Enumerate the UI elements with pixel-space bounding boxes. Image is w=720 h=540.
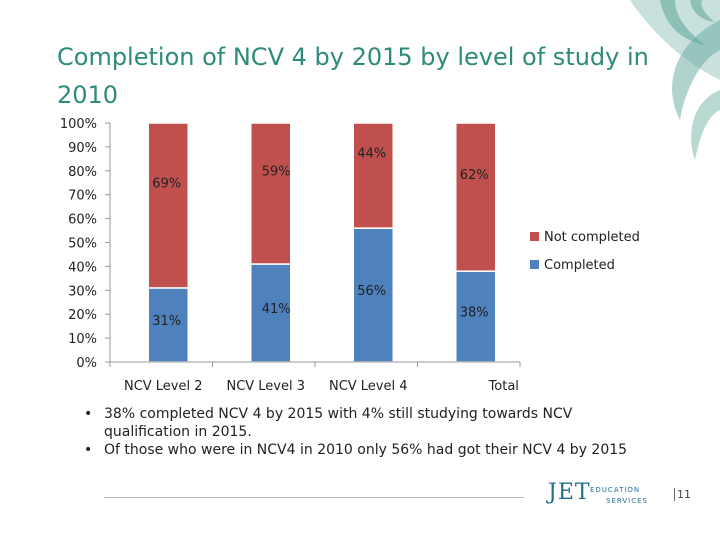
data-label: 44% xyxy=(357,147,386,162)
x-tick-label: Total xyxy=(488,379,519,394)
legend-label: Not completed xyxy=(544,230,640,245)
y-tick-label: 80% xyxy=(68,165,97,180)
data-label: 59% xyxy=(262,165,291,180)
page-number: 11 xyxy=(674,488,691,501)
data-label: 31% xyxy=(152,314,181,329)
y-tick-label: 20% xyxy=(68,308,97,323)
bar-completed xyxy=(147,287,189,363)
y-tick-label: 0% xyxy=(76,356,97,371)
y-tick-label: 70% xyxy=(68,189,97,204)
y-tick-label: 40% xyxy=(68,260,97,275)
logo-line1-text: EDUCATION xyxy=(590,486,641,494)
bullet-item: • 38% completed NCV 4 by 2015 with 4% st… xyxy=(84,405,644,441)
bar-not-completed xyxy=(455,122,497,272)
bar-not-completed xyxy=(147,122,189,289)
y-tick-label: 90% xyxy=(68,141,97,156)
decorative-swirl-graphic xyxy=(630,0,720,160)
bar-not-completed xyxy=(352,122,394,229)
bullet-text: Of those who were in NCV4 in 2010 only 5… xyxy=(104,442,628,458)
slide-title: Completion of NCV 4 by 2015 by level of … xyxy=(57,43,649,109)
legend-swatch xyxy=(530,232,539,241)
bar-not-completed xyxy=(250,122,292,265)
stacked-bar-chart: 0% 10% 20% 30% 40% 50% 60% 70% 80% 90% 100% 31% 69%… xyxy=(60,117,640,394)
data-labels: 31% 69% 41% 59% 56% 44% 38% 62% xyxy=(152,147,488,329)
x-axis: NCV Level 2 NCV Level 3 NCV Level 4 Total xyxy=(109,361,521,394)
bullet-list: • 38% completed NCV 4 by 2015 with 4% st… xyxy=(84,405,644,459)
data-label: 41% xyxy=(262,302,291,317)
jet-logo: JET EDUCATION SERVICES xyxy=(548,480,658,512)
bars xyxy=(147,122,497,363)
x-tick-label: NCV Level 3 xyxy=(226,379,305,394)
bullet-item: • Of those who were in NCV4 in 2010 only… xyxy=(84,441,644,459)
legend: Not completed Completed xyxy=(530,230,640,273)
legend-label: Completed xyxy=(544,258,615,273)
data-label: 56% xyxy=(357,284,386,299)
y-axis: 0% 10% 20% 30% 40% 50% 60% 70% 80% 90% 100% xyxy=(60,117,111,371)
y-tick-label: 10% xyxy=(68,332,97,347)
logo-line2-text: SERVICES xyxy=(606,497,648,505)
x-tick-label: NCV Level 4 xyxy=(329,379,408,394)
y-tick-label: 30% xyxy=(68,284,97,299)
bullet-text: 38% completed NCV 4 by 2015 with 4% stil… xyxy=(104,406,573,440)
bullet-marker: • xyxy=(84,442,93,458)
legend-swatch xyxy=(530,260,539,269)
data-label: 69% xyxy=(152,176,181,191)
bar-completed xyxy=(250,263,292,363)
y-tick-label: 60% xyxy=(68,213,97,228)
y-tick-label: 100% xyxy=(60,117,97,132)
bar-completed xyxy=(455,270,497,363)
data-label: 38% xyxy=(460,306,489,321)
bullet-marker: • xyxy=(84,406,93,422)
footer-divider xyxy=(104,497,524,498)
y-tick-label: 50% xyxy=(68,237,97,252)
bar-completed xyxy=(352,227,394,363)
logo-main-text: JET xyxy=(548,480,591,505)
data-label: 62% xyxy=(460,168,489,183)
x-tick-label: NCV Level 2 xyxy=(124,379,203,394)
